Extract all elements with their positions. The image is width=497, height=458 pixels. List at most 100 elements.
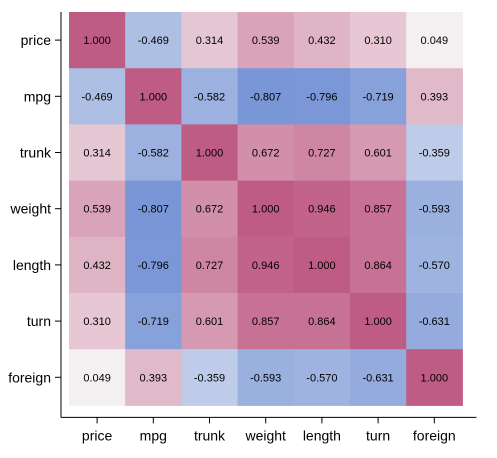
- heatmap-cell: [181, 236, 239, 294]
- cell-value-label: -0.469: [138, 35, 169, 47]
- heatmap-cell: [181, 12, 239, 69]
- cell-value-label: 0.049: [421, 35, 449, 47]
- cell-value-label: 0.310: [83, 316, 111, 328]
- heatmap-cell: [237, 12, 295, 69]
- x-tick-label: mpg: [140, 427, 167, 443]
- cell-value-label: 0.946: [252, 260, 280, 272]
- cell-value-label: 0.539: [83, 204, 111, 216]
- heatmap-cell: [237, 68, 295, 125]
- heatmap-cell: [293, 236, 351, 294]
- x-tick-label: foreign: [413, 427, 456, 443]
- heatmap-cell: [69, 349, 126, 406]
- cell-value-label: 0.432: [308, 35, 336, 47]
- cell-value-label: 0.727: [308, 148, 336, 160]
- heatmap-cell: [69, 68, 126, 125]
- y-tick-label: foreign: [8, 369, 51, 385]
- heatmap-cell: [181, 180, 239, 238]
- cell-value-label: -0.593: [250, 372, 281, 384]
- heatmap-cell: [293, 180, 351, 238]
- cell-value-label: 1.000: [364, 316, 392, 328]
- heatmap-cell: [293, 293, 351, 350]
- cell-value-label: 0.727: [196, 260, 224, 272]
- y-tick-label: turn: [27, 313, 51, 329]
- heatmap-cell: [125, 293, 182, 350]
- cell-value-label: 0.314: [196, 35, 224, 47]
- x-tick-label: turn: [366, 427, 390, 443]
- heatmap-cell: [293, 124, 351, 182]
- x-tick-label: weight: [244, 427, 286, 443]
- heatmap-cell: [406, 12, 463, 69]
- cell-value-label: 0.432: [83, 260, 111, 272]
- heatmap-cell: [350, 124, 407, 182]
- cell-value-label: -0.359: [419, 148, 450, 160]
- heatmap-cell: [350, 180, 407, 238]
- heatmap-cell: [406, 180, 463, 238]
- heatmap-cell: [181, 293, 239, 350]
- y-tick-label: trunk: [20, 145, 52, 161]
- heatmap-cell: [406, 349, 463, 406]
- cell-value-label: 0.864: [308, 316, 336, 328]
- cell-value-label: -0.796: [138, 260, 169, 272]
- cell-value-label: 0.539: [252, 35, 280, 47]
- y-tick-label: weight: [10, 201, 52, 217]
- heatmap-cell: [350, 68, 407, 125]
- heatmap-cell: [125, 12, 182, 69]
- cell-value-label: 1.000: [421, 372, 449, 384]
- cell-value-label: 0.857: [364, 204, 392, 216]
- cell-value-label: -0.807: [138, 204, 169, 216]
- heatmap-cell: [69, 293, 126, 350]
- heatmap-cell: [125, 124, 182, 182]
- axes: price price mpg mpg trunk trunk weight weight le…: [8, 12, 477, 443]
- x-tick-label: price: [82, 427, 113, 443]
- heatmap-cell: [69, 124, 126, 182]
- heatmap-cell: [350, 349, 407, 406]
- y-tick-label: mpg: [24, 88, 51, 104]
- heatmap-cell: [293, 12, 351, 69]
- cell-value-label: -0.593: [419, 204, 450, 216]
- x-tick-label: length: [303, 427, 341, 443]
- cell-value-label: 0.857: [252, 316, 280, 328]
- heatmap-cell: [350, 12, 407, 69]
- heatmap-cell: [406, 236, 463, 294]
- heatmap-cell: [350, 293, 407, 350]
- heatmap-cell: [181, 68, 239, 125]
- cell-value-label: 0.672: [196, 204, 224, 216]
- heatmap-cell: [237, 180, 295, 238]
- cell-value-label: -0.719: [362, 91, 393, 103]
- cell-value-label: 1.000: [308, 260, 336, 272]
- cell-value-label: -0.570: [419, 260, 450, 272]
- heatmap-cell: [125, 236, 182, 294]
- cell-value-label: -0.807: [250, 91, 281, 103]
- heatmap-cell: [69, 236, 126, 294]
- cell-value-label: 0.049: [83, 372, 111, 384]
- cell-value-label: 0.946: [308, 204, 336, 216]
- heatmap-cell: [406, 68, 463, 125]
- heatmap-cell: [237, 293, 295, 350]
- heatmap-cell: [237, 349, 295, 406]
- cell-value-label: 0.314: [83, 148, 111, 160]
- cell-value-label: 0.310: [364, 35, 392, 47]
- cell-value-label: 0.393: [421, 91, 449, 103]
- heatmap-cell: [293, 349, 351, 406]
- heatmap-cell: [181, 124, 239, 182]
- heatmap-cell: [237, 124, 295, 182]
- cell-value-label: 0.672: [252, 148, 280, 160]
- y-tick-label: length: [13, 257, 51, 273]
- cell-value-label: 0.864: [364, 260, 392, 272]
- cell-value-label: -0.631: [419, 316, 450, 328]
- cell-value-label: -0.582: [194, 91, 225, 103]
- cell-value-label: 0.601: [196, 316, 224, 328]
- cell-value-label: 1.000: [196, 148, 224, 160]
- cell-value-label: -0.469: [81, 91, 112, 103]
- heatmap-cells: 1.000 -0.469 0.314 0.539 0.432 0.310 0.049 -0.4…: [69, 12, 463, 406]
- cell-value-label: -0.582: [138, 148, 169, 160]
- cell-value-label: -0.631: [362, 372, 393, 384]
- cell-value-label: 1.000: [83, 35, 111, 47]
- heatmap-cell: [125, 180, 182, 238]
- cell-value-label: 1.000: [252, 204, 280, 216]
- cell-value-label: -0.570: [306, 372, 337, 384]
- cell-value-label: 0.601: [364, 148, 392, 160]
- heatmap-cell: [293, 68, 351, 125]
- cell-value-label: -0.719: [138, 316, 169, 328]
